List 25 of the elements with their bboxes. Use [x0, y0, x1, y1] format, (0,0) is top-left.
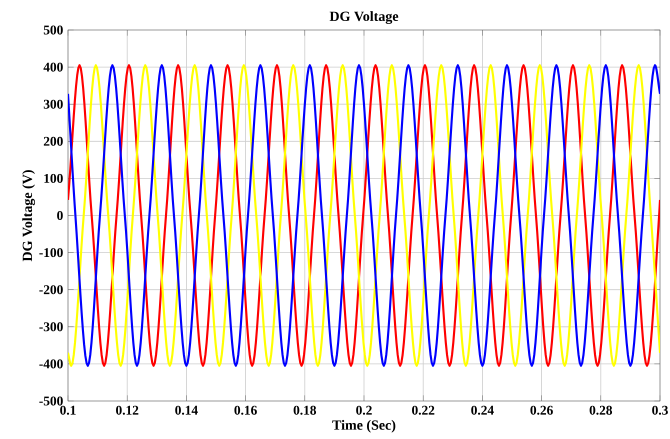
- x-tick-label: 0.14: [175, 406, 198, 415]
- y-tick-label: 100: [44, 174, 63, 183]
- y-tick-label: 500: [44, 26, 63, 34]
- x-tick-label: 0.1: [60, 406, 76, 415]
- x-tick-label: 0.24: [471, 406, 494, 415]
- y-tick-label: -400: [39, 359, 63, 368]
- x-tick-label: 0.26: [530, 406, 553, 415]
- x-tick-label: 0.12: [116, 406, 138, 415]
- x-tick-label: 0.22: [412, 406, 434, 415]
- x-tick-label: 0.2: [356, 406, 372, 415]
- x-tick-label: 0.28: [590, 406, 612, 415]
- y-tick-label: 200: [44, 136, 63, 146]
- y-tick-label: -300: [39, 322, 63, 332]
- y-tick-label: 300: [44, 100, 63, 109]
- x-tick-label: 0.18: [294, 406, 316, 415]
- y-tick-label: -200: [39, 285, 63, 294]
- y-tick-label: 0: [57, 211, 63, 220]
- x-tick-label: 0.3: [652, 406, 668, 415]
- x-axis-title: Time (Sec): [332, 420, 396, 433]
- y-axis-title: DG Voltage (V): [22, 170, 36, 262]
- y-tick-label: 400: [43, 62, 63, 72]
- y-tick-label: -500: [39, 396, 63, 406]
- x-tick-label: 0.16: [234, 406, 257, 415]
- chart-title: DG Voltage: [330, 11, 398, 24]
- y-tick-label: -100: [39, 248, 63, 258]
